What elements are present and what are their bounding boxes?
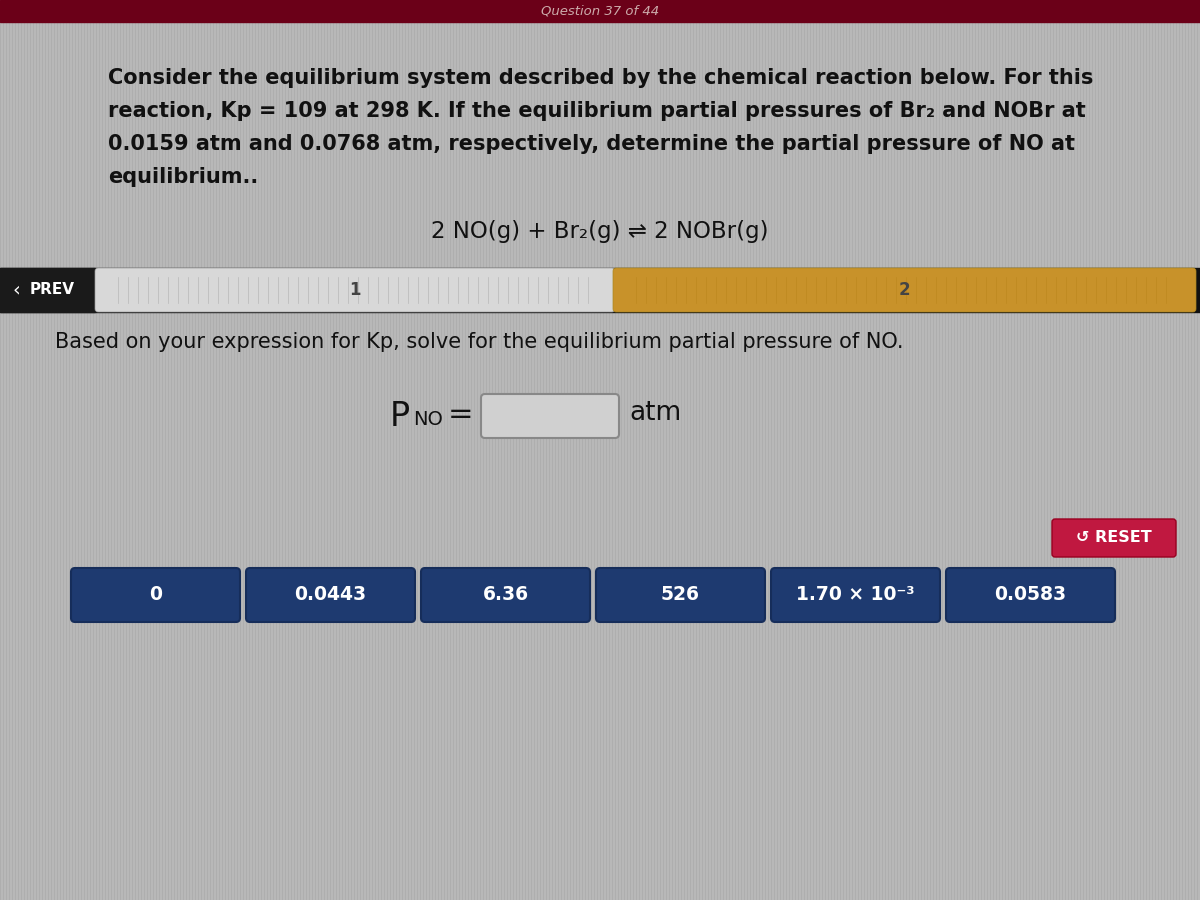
Text: 0.0583: 0.0583 [995,586,1067,605]
Bar [0,268,95,312]
Bar [0,268,1200,312]
FancyBboxPatch shape [421,568,590,622]
FancyBboxPatch shape [71,568,240,622]
Text: PREV: PREV [30,283,74,298]
Text: 0.0159 atm and 0.0768 atm, respectively, determine the partial pressure of NO at: 0.0159 atm and 0.0768 atm, respectively,… [108,134,1075,154]
Text: 0.0443: 0.0443 [294,586,366,605]
Text: 6.36: 6.36 [482,586,528,605]
FancyBboxPatch shape [95,268,616,312]
Text: Consider the equilibrium system described by the chemical reaction below. For th: Consider the equilibrium system describe… [108,68,1093,88]
Text: 2 NO(g) + Br₂(g) ⇌ 2 NOBr(g): 2 NO(g) + Br₂(g) ⇌ 2 NOBr(g) [431,220,769,243]
Text: 2: 2 [899,281,911,299]
Text: ‹: ‹ [12,281,19,300]
Bar [0,0,1200,22]
Text: Question 37 of 44: Question 37 of 44 [541,4,659,17]
FancyBboxPatch shape [1052,519,1176,557]
Text: 0: 0 [149,586,162,605]
FancyBboxPatch shape [613,268,1196,312]
Text: NO: NO [413,410,443,429]
Text: equilibrium..: equilibrium.. [108,167,258,187]
Text: P: P [390,400,410,433]
Text: 1: 1 [349,281,361,299]
FancyBboxPatch shape [946,568,1115,622]
FancyBboxPatch shape [596,568,766,622]
Text: Based on your expression for Kp, solve for the equilibrium partial pressure of N: Based on your expression for Kp, solve f… [55,332,904,352]
Text: atm: atm [629,400,682,426]
FancyBboxPatch shape [481,394,619,438]
Text: 1.70 × 10⁻³: 1.70 × 10⁻³ [797,586,914,605]
Text: =: = [448,400,474,429]
FancyBboxPatch shape [246,568,415,622]
FancyBboxPatch shape [772,568,940,622]
Text: 526: 526 [661,586,700,605]
Text: reaction, Kp = 109 at 298 K. If the equilibrium partial pressures of Br₂ and NOB: reaction, Kp = 109 at 298 K. If the equi… [108,101,1086,121]
Text: ↺ RESET: ↺ RESET [1076,530,1152,545]
